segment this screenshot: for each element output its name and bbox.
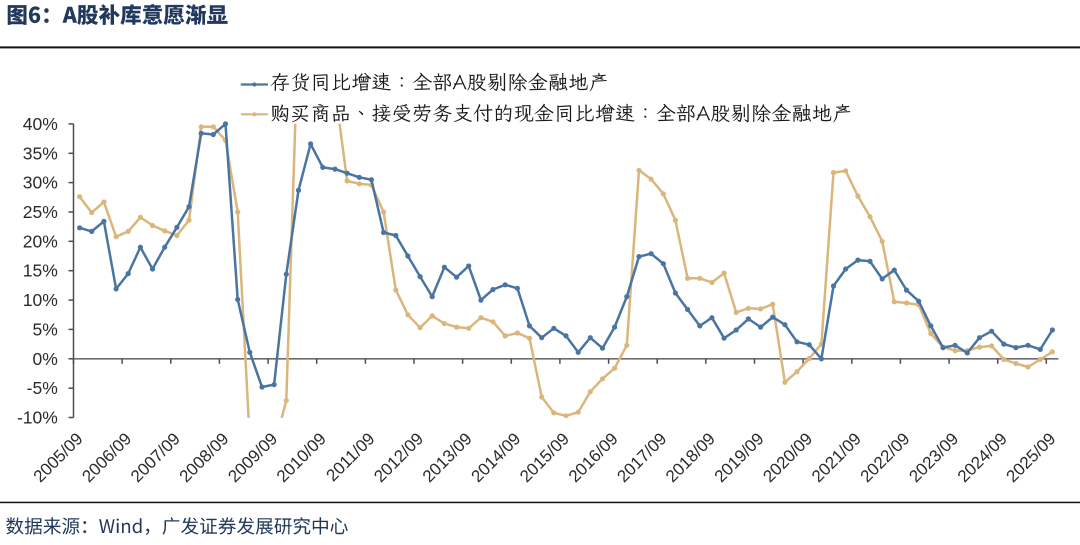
svg-text:-10%: -10% <box>17 408 58 428</box>
svg-text:20%: 20% <box>23 231 58 251</box>
svg-text:40%: 40% <box>23 114 58 134</box>
svg-text:35%: 35% <box>23 143 58 163</box>
svg-text:25%: 25% <box>23 202 58 222</box>
svg-text:10%: 10% <box>23 290 58 310</box>
svg-text:15%: 15% <box>23 261 58 281</box>
svg-text:-5%: -5% <box>27 378 58 398</box>
svg-text:30%: 30% <box>23 173 58 193</box>
svg-text:5%: 5% <box>33 319 58 339</box>
svg-text:0%: 0% <box>33 349 58 369</box>
